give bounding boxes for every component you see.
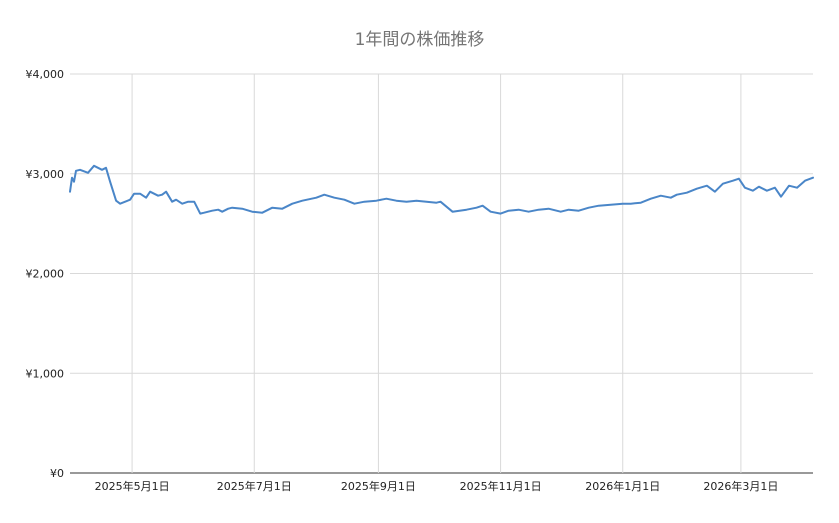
- x-axis-tick-labels: 2025年5月1日 2025年7月1日 2025年9月1日 2025年11月1日 202…: [95, 479, 779, 493]
- y-tick-label: ¥4,000: [26, 68, 65, 81]
- y-tick-label: ¥0: [50, 467, 64, 480]
- series-line: [69, 164, 814, 215]
- x-tick-label: 2026年3月1日: [703, 479, 778, 493]
- x-tick-label: 2025年5月1日: [95, 479, 170, 493]
- x-tick-label: 2026年1月1日: [585, 479, 660, 493]
- y-tick-label: ¥2,000: [26, 268, 65, 281]
- grid-lines: [70, 73, 813, 474]
- x-tick-label: 2025年11月1日: [460, 479, 542, 493]
- y-tick-label: ¥3,000: [26, 168, 65, 181]
- chart-title: 1年間の株価推移: [355, 30, 485, 50]
- y-axis-tick-labels: ¥0 ¥1,000 ¥2,000 ¥3,000 ¥4,000: [26, 68, 65, 480]
- series-layer: [69, 164, 814, 215]
- x-tick-label: 2025年7月1日: [217, 479, 292, 493]
- x-tick-label: 2025年9月1日: [341, 479, 416, 493]
- y-tick-label: ¥1,000: [26, 367, 65, 380]
